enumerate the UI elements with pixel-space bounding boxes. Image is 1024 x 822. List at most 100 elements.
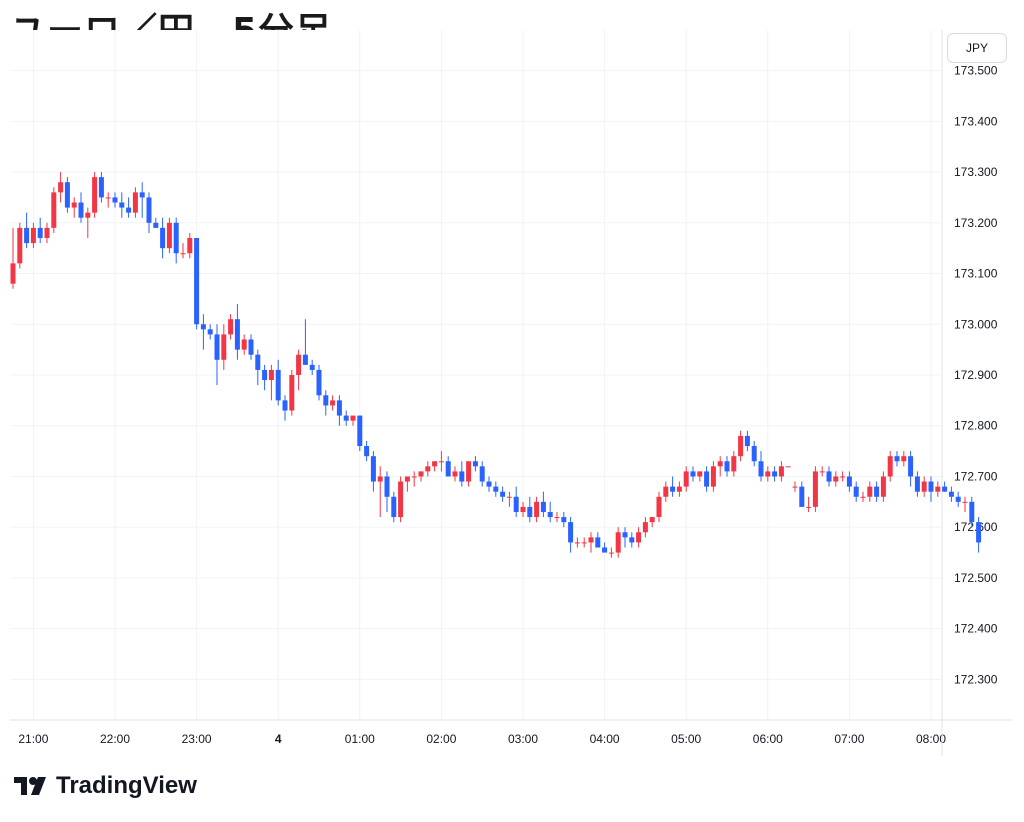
candle-body: [336, 400, 342, 416]
candle-body: [466, 461, 472, 482]
candle-body: [513, 496, 519, 512]
candle-body: [160, 227, 166, 249]
candle-body: [942, 486, 948, 492]
candle-body: [901, 456, 907, 462]
candle-body: [78, 202, 84, 218]
candle-body: [880, 476, 886, 497]
candle-body: [248, 339, 254, 355]
candle-body: [71, 202, 77, 208]
candle-body: [112, 197, 118, 203]
y-tick-label: 172.800: [954, 419, 998, 433]
candle-body: [826, 471, 832, 482]
chart-area[interactable]: 173.500 173.400 173.300 173.200 173.100 173.0…: [10, 30, 1012, 756]
candle-body: [928, 481, 934, 492]
candle-body: [595, 537, 601, 548]
candle-body: [561, 517, 567, 523]
candle-body: [806, 506, 812, 508]
candle-body: [867, 486, 873, 497]
y-tick-label: 172.300: [954, 672, 998, 686]
candle-body: [629, 537, 635, 543]
candle-body: [438, 461, 444, 463]
candle-body: [275, 369, 281, 401]
candle-body: [676, 486, 682, 492]
candle-body: [772, 471, 778, 477]
candle-body: [323, 395, 329, 406]
y-tick-label: 172.500: [954, 571, 998, 585]
candle-body: [812, 471, 818, 507]
candle-body: [690, 471, 696, 477]
candle-body: [608, 552, 614, 554]
candle-body: [799, 486, 805, 507]
candle-body: [364, 446, 370, 457]
candle-body: [602, 547, 608, 553]
candle-body: [309, 364, 315, 370]
candle-body: [17, 227, 23, 264]
candle-body: [731, 456, 737, 472]
y-tick-label: 172.400: [954, 622, 998, 636]
candle-body: [581, 542, 587, 544]
candle-body: [432, 461, 438, 467]
candle-body: [330, 400, 336, 406]
candle-body: [200, 324, 206, 330]
candle-body: [642, 522, 648, 533]
candle-body: [255, 354, 261, 370]
tradingview-logo-icon: [14, 777, 46, 795]
candle-body: [887, 456, 893, 477]
candle-body: [139, 192, 145, 198]
candle-body: [30, 227, 36, 244]
candle-body: [234, 319, 240, 350]
candle-body: [588, 537, 594, 543]
candle-body: [833, 476, 839, 482]
candle-body: [500, 491, 506, 497]
candle-body: [540, 501, 546, 512]
candle-body: [486, 481, 492, 487]
x-tick-label: 02:00: [426, 732, 456, 746]
candle-body: [479, 466, 485, 482]
candle-body: [268, 369, 274, 381]
plot-background: [10, 30, 1012, 756]
candle-body: [411, 476, 417, 478]
candle-body: [384, 476, 390, 497]
candle-body: [370, 456, 376, 482]
candle-body: [758, 461, 764, 477]
candle-body: [778, 466, 784, 477]
x-tick-label: 07:00: [834, 732, 864, 746]
candle-body: [840, 476, 846, 478]
candle-body: [24, 227, 30, 244]
candle-body: [704, 471, 710, 487]
candle-body: [51, 192, 57, 228]
candle-body: [819, 471, 825, 473]
candle-body: [296, 354, 302, 375]
candle-body: [846, 476, 852, 487]
candle-body: [636, 532, 642, 543]
candle-body: [506, 496, 512, 498]
candle-body: [710, 466, 716, 487]
candle-body: [649, 517, 655, 523]
x-tick-label: 06:00: [753, 732, 783, 746]
currency-label[interactable]: JPY: [947, 33, 1007, 63]
candle-body: [132, 192, 138, 213]
candle-body: [452, 471, 458, 477]
candle-body: [58, 182, 64, 193]
candle-body: [262, 369, 268, 381]
candle-body: [765, 471, 771, 477]
y-tick-label: 173.500: [954, 64, 998, 78]
candle-body: [357, 415, 363, 447]
candle-body: [792, 486, 798, 488]
candlestick-chart[interactable]: 173.500 173.400 173.300 173.200 173.100 173.0…: [10, 30, 1012, 756]
candle-body: [187, 238, 193, 254]
candle-body: [976, 522, 982, 543]
x-tick-label: 22:00: [100, 732, 130, 746]
candle-body: [126, 207, 132, 213]
candle-body: [350, 415, 356, 421]
candle-body: [85, 212, 91, 218]
y-tick-label: 172.900: [954, 368, 998, 382]
candle-body: [955, 496, 961, 502]
tradingview-brand: TradingView: [14, 772, 197, 800]
candle-body: [173, 222, 179, 254]
candle-body: [785, 466, 791, 468]
candle-body: [194, 238, 200, 325]
candle-body: [914, 476, 920, 492]
candle-body: [860, 496, 866, 498]
candle-body: [391, 496, 397, 518]
